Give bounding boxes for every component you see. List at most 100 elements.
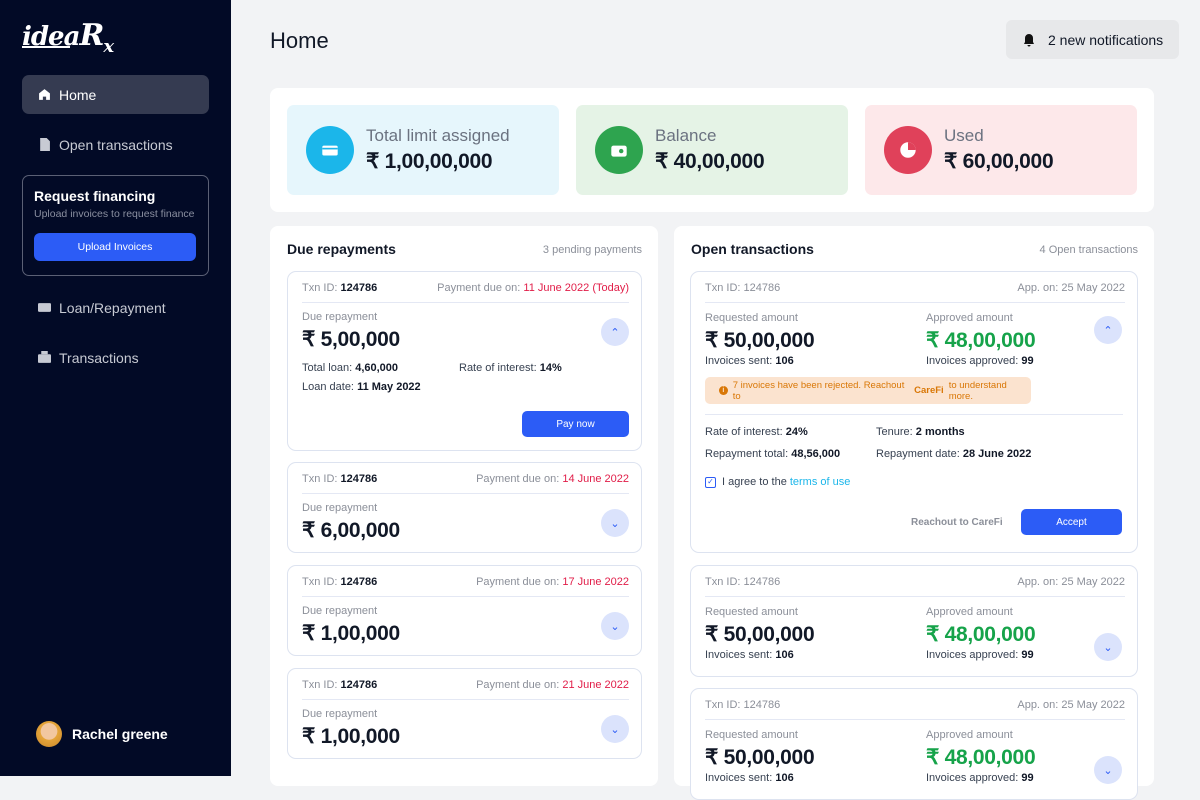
stat-label: Total limit assigned bbox=[366, 126, 510, 145]
wallet-icon bbox=[38, 351, 51, 363]
txn-id: Txn ID: 124786 bbox=[302, 576, 378, 588]
payment-due-date: Payment due on: 14 June 2022 bbox=[476, 473, 629, 485]
chevron-down-icon[interactable]: ⌄ bbox=[1094, 756, 1122, 784]
requested-label: Requested amount bbox=[705, 606, 798, 618]
chevron-down-icon[interactable]: ⌄ bbox=[1094, 633, 1122, 661]
txn-id: Txn ID: 124786 bbox=[302, 282, 378, 294]
approved-label: Approved amount bbox=[926, 729, 1013, 741]
open-transaction-card: Txn ID: 124786 App. on: 25 May 2022 Reque… bbox=[690, 565, 1138, 677]
due-repayment-card: Txn ID: 124786 Payment due on: 11 June 2… bbox=[287, 271, 642, 451]
due-repayment-card: Txn ID: 124786 Payment due on: 21 June 2… bbox=[287, 668, 642, 759]
pending-count: 3 pending payments bbox=[542, 244, 642, 256]
sidebar-item-open-transactions[interactable]: Open transactions bbox=[22, 125, 209, 164]
chevron-down-icon[interactable]: ⌄ bbox=[601, 715, 629, 743]
user-name: Rachel greene bbox=[72, 726, 168, 742]
request-title: Request financing bbox=[34, 188, 156, 204]
txn-id: Txn ID: 124786 bbox=[302, 679, 378, 691]
due-repayments-panel: Due repayments 3 pending payments Txn ID… bbox=[270, 226, 658, 786]
card-icon bbox=[306, 126, 354, 174]
document-icon bbox=[40, 138, 50, 151]
due-repayment-card: Txn ID: 124786 Payment due on: 14 June 2… bbox=[287, 462, 642, 553]
stat-card: Total limit assigned ₹ 1,00,00,000 bbox=[287, 105, 559, 195]
application-date: App. on: 25 May 2022 bbox=[1017, 576, 1125, 588]
open-transaction-card: Txn ID: 124786 App. on: 25 May 2022 Reque… bbox=[690, 688, 1138, 800]
requested-amount: ₹ 50,00,000 bbox=[705, 623, 815, 646]
application-date: App. on: 25 May 2022 bbox=[1017, 282, 1125, 294]
requested-label: Requested amount bbox=[705, 729, 798, 741]
panel-title: Due repayments bbox=[287, 241, 396, 257]
stat-card: Balance ₹ 40,00,000 bbox=[576, 105, 848, 195]
txn-id: Txn ID: 124786 bbox=[705, 282, 781, 294]
pie-chart-icon bbox=[884, 126, 932, 174]
due-label: Due repayment bbox=[302, 605, 378, 617]
due-amount: ₹ 1,00,000 bbox=[302, 725, 400, 748]
upload-invoices-button[interactable]: Upload Invoices bbox=[34, 233, 196, 261]
accept-button[interactable]: Accept bbox=[1021, 509, 1122, 535]
invoices-approved: Invoices approved: 99 bbox=[926, 355, 1034, 367]
notifications-button[interactable]: 2 new notifications bbox=[1006, 20, 1179, 59]
wallet-icon bbox=[595, 126, 643, 174]
sidebar-item-label: Home bbox=[59, 86, 97, 103]
due-amount: ₹ 5,00,000 bbox=[302, 328, 400, 351]
repayment-date: Repayment date: 28 June 2022 bbox=[876, 448, 1032, 460]
home-icon bbox=[39, 89, 50, 100]
sidebar-item-label: Open transactions bbox=[59, 136, 173, 153]
reachout-button[interactable]: Reachout to CareFi bbox=[911, 517, 1003, 528]
repayment-total: Repayment total: 48,56,000 bbox=[705, 448, 841, 460]
terms-of-use-link[interactable]: terms of use bbox=[789, 476, 851, 488]
requested-label: Requested amount bbox=[705, 312, 798, 324]
payment-due-date: Payment due on: 11 June 2022 (Today) bbox=[437, 282, 629, 294]
requested-amount: ₹ 50,00,000 bbox=[705, 746, 815, 769]
due-label: Due repayment bbox=[302, 311, 378, 323]
chevron-up-icon[interactable]: ⌃ bbox=[601, 318, 629, 346]
loan-date: Loan date: 11 May 2022 bbox=[302, 381, 421, 393]
info-icon: i bbox=[719, 386, 728, 395]
open-count: 4 Open transactions bbox=[1039, 244, 1138, 256]
sidebar-item-transactions[interactable]: Transactions bbox=[22, 338, 209, 377]
approved-amount: ₹ 48,00,000 bbox=[926, 329, 1036, 352]
txn-id: Txn ID: 124786 bbox=[705, 576, 781, 588]
user-profile[interactable]: Rachel greene bbox=[36, 721, 168, 747]
invoices-approved: Invoices approved: 99 bbox=[926, 649, 1034, 661]
avatar bbox=[36, 721, 62, 747]
logo: ideaRx bbox=[22, 18, 114, 57]
rate-of-interest: Rate of interest: 24% bbox=[705, 426, 808, 438]
payment-due-date: Payment due on: 21 June 2022 bbox=[476, 679, 629, 691]
card-icon bbox=[38, 303, 51, 312]
bell-icon bbox=[1022, 33, 1036, 47]
open-transactions-panel: Open transactions 4 Open transactions Tx… bbox=[674, 226, 1154, 800]
sidebar-item-label: Transactions bbox=[59, 349, 139, 366]
chevron-down-icon[interactable]: ⌄ bbox=[601, 612, 629, 640]
invoices-sent: Invoices sent: 106 bbox=[705, 772, 794, 784]
stat-value: ₹ 1,00,00,000 bbox=[366, 150, 493, 173]
approved-label: Approved amount bbox=[926, 312, 1013, 324]
chevron-up-icon[interactable]: ⌃ bbox=[1094, 316, 1122, 344]
due-label: Due repayment bbox=[302, 708, 378, 720]
invoices-approved: Invoices approved: 99 bbox=[926, 772, 1034, 784]
panel-title: Open transactions bbox=[691, 241, 814, 257]
summary-panel: Total limit assigned ₹ 1,00,00,000 Balanc… bbox=[270, 88, 1154, 212]
payment-due-date: Payment due on: 17 June 2022 bbox=[476, 576, 629, 588]
tenure: Tenure: 2 months bbox=[876, 426, 965, 438]
due-repayment-card: Txn ID: 124786 Payment due on: 17 June 2… bbox=[287, 565, 642, 656]
stat-value: ₹ 60,00,000 bbox=[944, 150, 1054, 173]
pay-now-button[interactable]: Pay now bbox=[522, 411, 629, 437]
txn-id: Txn ID: 124786 bbox=[705, 699, 781, 711]
due-amount: ₹ 6,00,000 bbox=[302, 519, 400, 542]
sidebar-item-label: Loan/Repayment bbox=[59, 299, 166, 316]
checkbox-checked-icon[interactable]: ✓ bbox=[705, 476, 716, 488]
txn-id: Txn ID: 124786 bbox=[302, 473, 378, 485]
requested-amount: ₹ 50,00,000 bbox=[705, 329, 815, 352]
chevron-down-icon[interactable]: ⌄ bbox=[601, 509, 629, 537]
approved-amount: ₹ 48,00,000 bbox=[926, 623, 1036, 646]
terms-checkbox-row[interactable]: ✓ I agree to the terms of use bbox=[705, 476, 850, 488]
rate-of-interest: Rate of interest: 14% bbox=[459, 362, 562, 374]
invoices-sent: Invoices sent: 106 bbox=[705, 649, 794, 661]
stat-card: Used ₹ 60,00,000 bbox=[865, 105, 1137, 195]
sidebar-item-loan-repayment[interactable]: Loan/Repayment bbox=[22, 288, 209, 327]
request-subtitle: Upload invoices to request finance bbox=[34, 208, 195, 220]
sidebar-item-home[interactable]: Home bbox=[22, 75, 209, 114]
sidebar: ideaRx Home Open transactions Request fi… bbox=[0, 0, 231, 776]
open-transaction-card: Txn ID: 124786 App. on: 25 May 2022 Reque… bbox=[690, 271, 1138, 553]
